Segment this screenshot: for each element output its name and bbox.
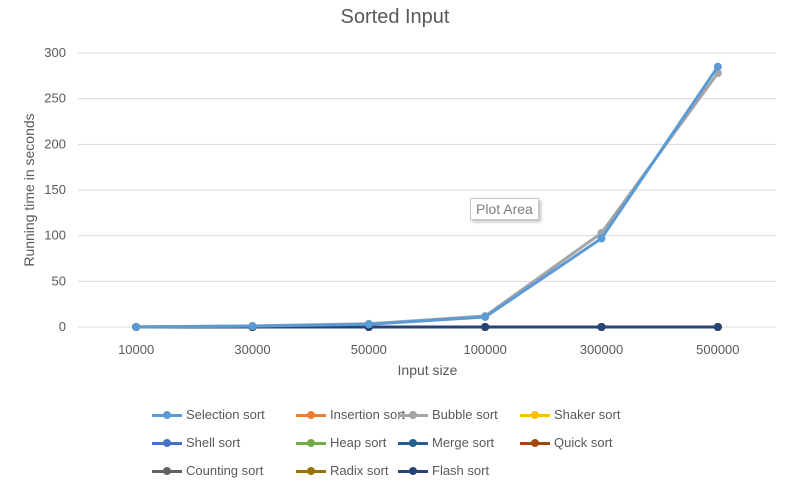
y-axis-label: Running time in seconds	[21, 113, 37, 267]
data-point-selection-sort-500000	[713, 62, 722, 71]
legend-label-radix-sort: Radix sort	[330, 463, 389, 478]
data-point-flash-sort-500000	[713, 323, 722, 331]
legend-label-shell-sort: Shell sort	[186, 435, 241, 450]
x-tick-label-300000: 300000	[580, 342, 623, 357]
x-axis-label: Input size	[397, 362, 458, 378]
data-point-selection-sort-100000	[481, 312, 490, 321]
y-tick-label-100: 100	[44, 228, 66, 243]
legend-swatch-selection-sort	[152, 410, 182, 420]
y-tick-label-0: 0	[59, 319, 66, 334]
legend-swatch-bubble-sort	[398, 410, 428, 420]
y-tick-label-250: 250	[44, 91, 66, 106]
legend-swatch-heap-sort	[296, 438, 326, 448]
legend-item-counting-sort: Counting sort	[152, 463, 263, 478]
legend-label-selection-sort: Selection sort	[186, 407, 265, 422]
x-tick-label-30000: 30000	[234, 342, 270, 357]
legend-swatch-radix-sort	[296, 466, 326, 476]
data-point-selection-sort-50000	[364, 320, 373, 329]
legend-swatch-insertion-sort	[296, 410, 326, 420]
x-tick-label-100000: 100000	[463, 342, 506, 357]
y-tick-label-200: 200	[44, 136, 66, 151]
legend-label-merge-sort: Merge sort	[432, 435, 495, 450]
legend-item-quick-sort: Quick sort	[520, 435, 613, 450]
legend-label-shaker-sort: Shaker sort	[554, 407, 621, 422]
legend-label-bubble-sort: Bubble sort	[432, 407, 498, 422]
legend-swatch-flash-sort	[398, 466, 428, 476]
legend-swatch-counting-sort	[152, 466, 182, 476]
legend-item-insertion-sort: Insertion sort	[296, 407, 405, 422]
legend-label-flash-sort: Flash sort	[432, 463, 490, 478]
series-line-selection-sort	[136, 65, 720, 329]
legend-label-heap-sort: Heap sort	[330, 435, 387, 450]
y-tick-label-50: 50	[52, 273, 66, 288]
legend-item-radix-sort: Radix sort	[296, 463, 389, 478]
legend-item-flash-sort: Flash sort	[398, 463, 489, 478]
legend-item-merge-sort: Merge sort	[398, 435, 494, 450]
legend-item-shell-sort: Shell sort	[152, 435, 240, 450]
plot-area-tooltip: Plot Area	[470, 198, 539, 220]
legend-item-selection-sort: Selection sort	[152, 407, 265, 422]
legend-label-counting-sort: Counting sort	[186, 463, 264, 478]
y-tick-label-150: 150	[44, 182, 66, 197]
legend-label-insertion-sort: Insertion sort	[330, 407, 406, 422]
x-tick-label-10000: 10000	[118, 342, 154, 357]
legend-label-quick-sort: Quick sort	[554, 435, 613, 450]
legend-item-bubble-sort: Bubble sort	[398, 407, 498, 422]
x-tick-label-50000: 50000	[351, 342, 387, 357]
legend-item-heap-sort: Heap sort	[296, 435, 386, 450]
data-point-flash-sort-300000	[597, 323, 606, 331]
data-point-flash-sort-100000	[481, 323, 490, 331]
data-point-selection-sort-30000	[248, 322, 257, 331]
data-point-selection-sort-300000	[597, 234, 606, 243]
legend-item-shaker-sort: Shaker sort	[520, 407, 620, 422]
legend-swatch-merge-sort	[398, 438, 428, 448]
legend-swatch-shell-sort	[152, 438, 182, 448]
legend-swatch-quick-sort	[520, 438, 550, 448]
series-line-bubble-sort	[136, 72, 720, 329]
chart-title: Sorted Input	[340, 6, 450, 28]
y-tick-label-300: 300	[44, 45, 66, 60]
x-tick-label-500000: 500000	[696, 342, 739, 357]
legend-swatch-shaker-sort	[520, 410, 550, 420]
data-point-selection-sort-10000	[132, 322, 141, 331]
